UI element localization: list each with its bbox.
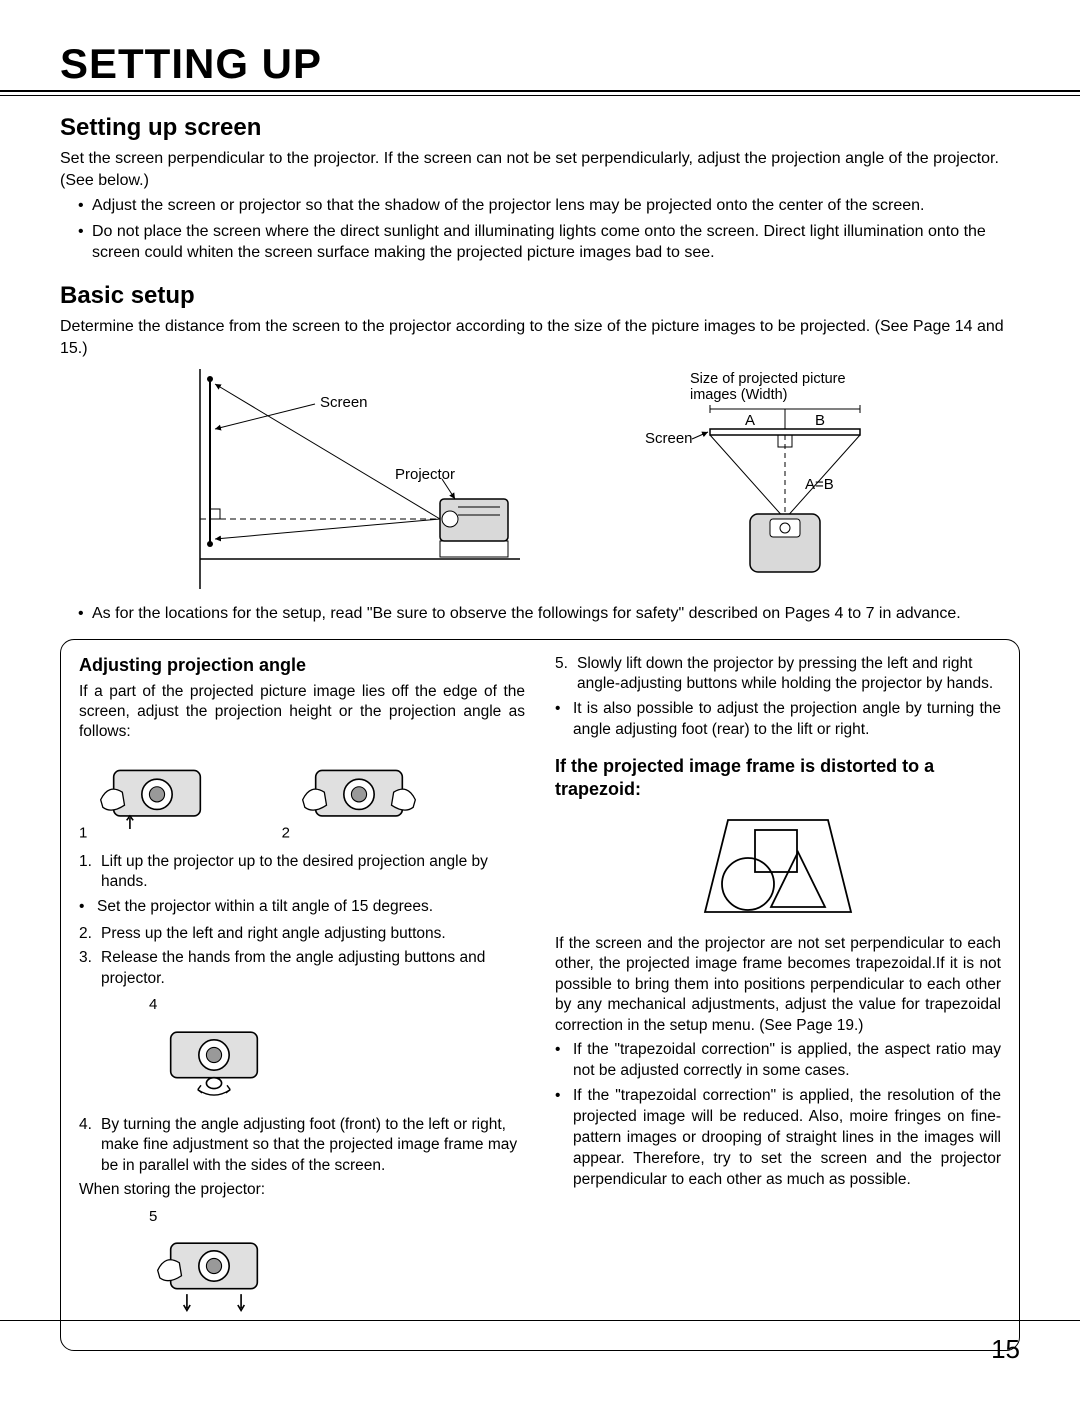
label-a: A — [745, 412, 755, 429]
box-left-col: Adjusting projection angle If a part of … — [79, 654, 525, 1332]
fig5-label: 5 — [149, 1208, 157, 1225]
step3: 3.Release the hands from the angle adjus… — [79, 948, 525, 989]
label-size-caption-1: Size of projected picture — [690, 371, 846, 387]
step5-sub: It is also possible to adjust the projec… — [555, 699, 1001, 741]
storing-label: When storing the projector: — [79, 1180, 525, 1200]
heading-basic-setup: Basic setup — [60, 282, 1020, 310]
adjust-box: Adjusting projection angle If a part of … — [60, 639, 1020, 1351]
screen-bullet-2: Do not place the screen where the direct… — [78, 221, 1020, 264]
box-right-col: 5.Slowly lift down the projector by pres… — [555, 654, 1001, 1332]
trap-b2: If the "trapezoidal correction" is appli… — [555, 1086, 1001, 1191]
label-screen-left: Screen — [320, 394, 368, 411]
trapezoid-figure — [555, 812, 1001, 922]
step4: 4.By turning the angle adjusting foot (f… — [79, 1115, 525, 1176]
step5: 5.Slowly lift down the projector by pres… — [555, 654, 1001, 695]
trap-bullets: If the "trapezoidal correction" is appli… — [555, 1040, 1001, 1190]
step-5: 5.Slowly lift down the projector by pres… — [555, 654, 1001, 695]
fig2-icon — [294, 751, 424, 838]
figs-1-2: 1 2 — [79, 751, 525, 844]
basic-intro: Determine the distance from the screen t… — [60, 316, 1020, 359]
setup-diagram: Screen Projector Size of projected pictu… — [60, 369, 1020, 589]
basic-note: As for the locations for the setup, read… — [78, 603, 1020, 625]
steps-2-3: 2.Press up the left and right angle adju… — [79, 924, 525, 989]
diagram-side-view: Screen Projector — [170, 369, 550, 589]
fig4-label: 4 — [149, 996, 157, 1013]
screen-bullet-1: Adjust the screen or projector so that t… — [78, 195, 1020, 217]
page-number: 15 — [991, 1334, 1020, 1365]
basic-note-list: As for the locations for the setup, read… — [60, 603, 1020, 625]
heading-trapezoid: If the projected image frame is distorte… — [555, 755, 1001, 803]
fig4-icon — [149, 1016, 279, 1103]
diagram-top-view: Size of projected picture images (Width)… — [610, 369, 910, 589]
adjust-intro: If a part of the projected picture image… — [79, 682, 525, 743]
label-b: B — [815, 412, 825, 429]
fig1-label: 1 — [79, 825, 87, 842]
fig4-wrap: 4 — [149, 995, 279, 1109]
label-ab-eq: A=B — [805, 476, 834, 493]
label-projector: Projector — [395, 466, 455, 483]
label-screen-right: Screen — [645, 430, 693, 447]
step-4: 4.By turning the angle adjusting foot (f… — [79, 1115, 525, 1176]
step5-sub-list: It is also possible to adjust the projec… — [555, 699, 1001, 741]
step1-sub: Set the projector within a tilt angle of… — [79, 897, 525, 918]
heading-setting-up-screen: Setting up screen — [60, 114, 1020, 142]
fig5-wrap: 5 — [149, 1207, 279, 1326]
fig2-label: 2 — [282, 825, 290, 842]
screen-intro: Set the screen perpendicular to the proj… — [60, 148, 1020, 191]
trap-text: If the screen and the projector are not … — [555, 934, 1001, 1036]
label-size-caption-2: images (Width) — [690, 387, 788, 403]
trap-b1: If the "trapezoidal correction" is appli… — [555, 1040, 1001, 1082]
page-title: SETTING UP — [60, 40, 1020, 88]
title-rule — [0, 90, 1080, 96]
steps-1-3: 1.Lift up the projector up to the desire… — [79, 852, 525, 893]
step1-sub-list: Set the projector within a tilt angle of… — [79, 897, 525, 918]
fig1-icon — [92, 751, 222, 838]
screen-bullets: Adjust the screen or projector so that t… — [60, 195, 1020, 264]
fig5-icon — [149, 1227, 279, 1319]
step2: 2.Press up the left and right angle adju… — [79, 924, 525, 944]
footer-rule — [0, 1320, 1080, 1321]
heading-adjusting-angle: Adjusting projection angle — [79, 654, 525, 678]
step1: 1.Lift up the projector up to the desire… — [79, 852, 525, 893]
